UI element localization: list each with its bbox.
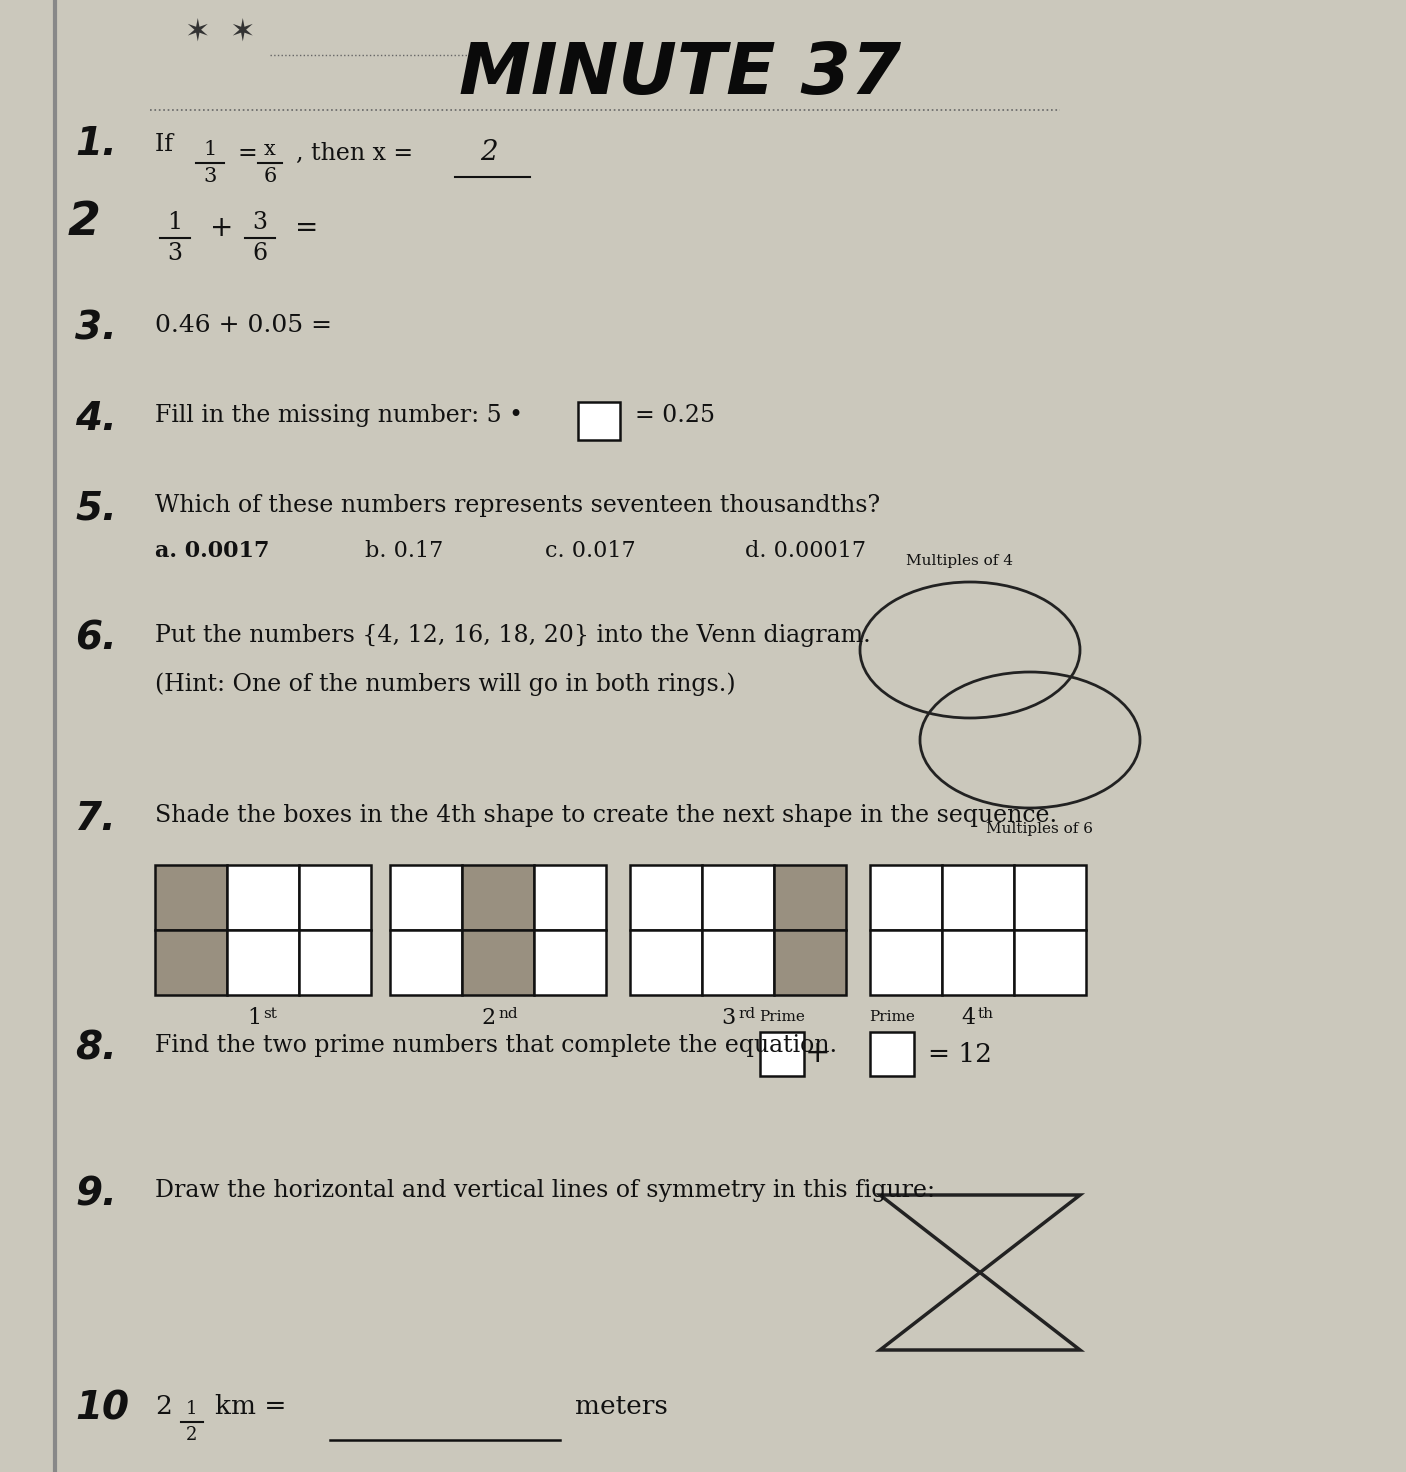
Text: b. 0.17: b. 0.17 xyxy=(366,540,443,562)
Bar xyxy=(773,930,846,995)
Text: (Hint: One of the numbers will go in both rings.): (Hint: One of the numbers will go in bot… xyxy=(155,673,735,696)
Text: = 12: = 12 xyxy=(928,1042,993,1067)
Text: If: If xyxy=(155,132,180,156)
Bar xyxy=(463,866,534,930)
Text: 2: 2 xyxy=(67,200,101,244)
Text: ✶  ✶: ✶ ✶ xyxy=(184,18,256,47)
Text: 3: 3 xyxy=(167,241,183,265)
Text: Draw the horizontal and vertical lines of symmetry in this figure:: Draw the horizontal and vertical lines o… xyxy=(155,1179,935,1203)
Bar xyxy=(630,930,702,995)
Bar xyxy=(942,930,1014,995)
Bar xyxy=(942,866,1014,930)
Bar xyxy=(578,402,620,440)
Text: Multiples of 4: Multiples of 4 xyxy=(907,553,1014,568)
Text: 4: 4 xyxy=(962,1007,976,1029)
Text: 2: 2 xyxy=(187,1426,198,1444)
Text: +: + xyxy=(209,213,233,241)
Text: 6: 6 xyxy=(263,166,277,185)
Text: st: st xyxy=(263,1007,277,1022)
Text: x: x xyxy=(264,140,276,159)
Text: MINUTE 37: MINUTE 37 xyxy=(458,40,901,109)
Bar xyxy=(870,866,942,930)
Text: 6.: 6. xyxy=(75,620,117,658)
Bar xyxy=(155,866,226,930)
Text: 3: 3 xyxy=(721,1007,735,1029)
Text: 9.: 9. xyxy=(75,1175,117,1213)
Text: Which of these numbers represents seventeen thousandths?: Which of these numbers represents sevent… xyxy=(155,495,880,517)
Text: 3: 3 xyxy=(253,210,267,234)
Text: 8.: 8. xyxy=(75,1030,117,1069)
Bar xyxy=(534,930,606,995)
Text: 4.: 4. xyxy=(75,400,117,439)
Text: Multiples of 6: Multiples of 6 xyxy=(987,821,1094,836)
Text: meters: meters xyxy=(575,1394,668,1419)
Text: km =: km = xyxy=(215,1394,287,1419)
Text: 6: 6 xyxy=(253,241,267,265)
Bar xyxy=(299,930,371,995)
Text: 10: 10 xyxy=(75,1390,129,1428)
Text: = 0.25: = 0.25 xyxy=(636,403,716,427)
Text: +: + xyxy=(806,1039,831,1069)
Bar xyxy=(389,866,463,930)
Text: Prime: Prime xyxy=(869,1010,915,1025)
Text: 0.46 + 0.05 =: 0.46 + 0.05 = xyxy=(155,314,332,337)
Text: 5.: 5. xyxy=(75,490,117,528)
Text: 1.: 1. xyxy=(75,125,117,163)
Text: 7.: 7. xyxy=(75,799,117,838)
Bar xyxy=(155,930,226,995)
Bar xyxy=(702,930,773,995)
Text: Put the numbers {4, 12, 16, 18, 20} into the Venn diagram.: Put the numbers {4, 12, 16, 18, 20} into… xyxy=(155,624,870,648)
Bar xyxy=(389,930,463,995)
Text: d. 0.00017: d. 0.00017 xyxy=(745,540,866,562)
Text: 2: 2 xyxy=(155,1394,172,1419)
Bar xyxy=(463,930,534,995)
Bar xyxy=(1014,930,1085,995)
Text: 1: 1 xyxy=(167,210,183,234)
Text: Prime: Prime xyxy=(759,1010,806,1025)
Text: 3: 3 xyxy=(204,166,217,185)
Text: 2: 2 xyxy=(482,1007,496,1029)
Bar xyxy=(299,866,371,930)
Text: , then x =: , then x = xyxy=(297,141,413,165)
Text: =: = xyxy=(238,141,257,165)
Bar xyxy=(773,866,846,930)
Text: 1: 1 xyxy=(204,140,217,159)
Text: rd: rd xyxy=(738,1007,755,1022)
Text: 1: 1 xyxy=(186,1400,198,1418)
Text: =: = xyxy=(295,213,318,241)
Bar xyxy=(226,930,299,995)
Bar xyxy=(702,866,773,930)
Bar xyxy=(1014,866,1085,930)
Bar xyxy=(761,1032,804,1076)
Bar xyxy=(870,930,942,995)
Text: Shade the boxes in the 4th shape to create the next shape in the sequence.: Shade the boxes in the 4th shape to crea… xyxy=(155,804,1057,827)
Text: th: th xyxy=(979,1007,994,1022)
Text: Fill in the missing number: 5 •: Fill in the missing number: 5 • xyxy=(155,403,523,427)
Bar xyxy=(630,866,702,930)
Text: a. 0.0017: a. 0.0017 xyxy=(155,540,270,562)
Bar xyxy=(534,866,606,930)
Text: c. 0.017: c. 0.017 xyxy=(546,540,636,562)
Text: 2: 2 xyxy=(479,140,498,166)
Text: 1: 1 xyxy=(247,1007,262,1029)
Bar xyxy=(226,866,299,930)
Text: nd: nd xyxy=(498,1007,517,1022)
Bar xyxy=(870,1032,914,1076)
Text: Find the two prime numbers that complete the equation.: Find the two prime numbers that complete… xyxy=(155,1033,837,1057)
Text: 3.: 3. xyxy=(75,311,117,347)
